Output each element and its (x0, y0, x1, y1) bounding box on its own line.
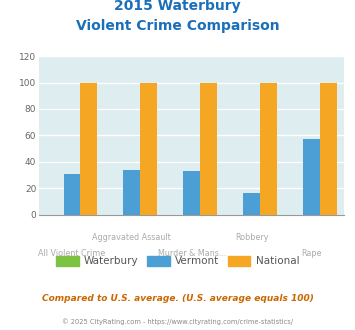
Bar (320, 82, 337, 214)
Bar (260, 82, 277, 214)
Bar (243, 193, 260, 214)
Text: 2015 Waterbury: 2015 Waterbury (114, 0, 241, 13)
Text: All Violent Crime: All Violent Crime (38, 249, 105, 258)
Bar (80, 82, 97, 214)
Text: © 2025 CityRating.com - https://www.cityrating.com/crime-statistics/: © 2025 CityRating.com - https://www.city… (62, 318, 293, 325)
Legend: Waterbury, Vermont, National: Waterbury, Vermont, National (51, 251, 304, 270)
Bar (200, 82, 217, 214)
Text: Rape: Rape (301, 249, 322, 258)
Bar (303, 139, 320, 214)
Text: Violent Crime Comparison: Violent Crime Comparison (76, 19, 279, 33)
Bar (64, 174, 80, 214)
Bar (183, 171, 200, 214)
Text: Murder & Mans...: Murder & Mans... (158, 249, 226, 258)
Text: Compared to U.S. average. (U.S. average equals 100): Compared to U.S. average. (U.S. average … (42, 294, 313, 303)
Bar (140, 82, 157, 214)
Text: Aggravated Assault: Aggravated Assault (92, 233, 171, 242)
Text: Robbery: Robbery (235, 233, 268, 242)
Bar (124, 170, 140, 214)
